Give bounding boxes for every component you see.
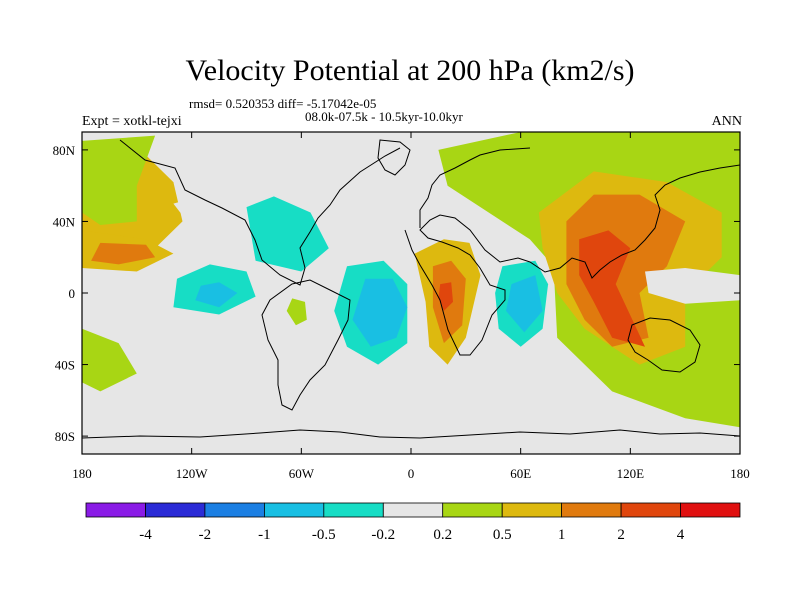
x-tick-label: 60W [289, 466, 315, 481]
contour-region-asia-australia-core [566, 194, 686, 347]
subtitle-label: 08.0k-07.5k - 10.5kyr-10.0kyr [305, 109, 464, 124]
colorbar-level-label: 1 [558, 527, 566, 543]
colorbar-swatch [263, 502, 325, 518]
colorbar-level-label: -2 [199, 527, 212, 543]
y-tick-label: 80S [55, 429, 75, 444]
coastline-layer [82, 139, 740, 439]
colorbar-swatch [680, 502, 741, 518]
y-tick-label: 40S [55, 358, 75, 373]
colorbar-swatch [204, 502, 265, 518]
x-tick-label: 0 [408, 466, 415, 481]
colorbar-swatch [501, 502, 563, 518]
colorbar-level-label: -4 [139, 527, 152, 543]
colorbar-level-label: -0.5 [312, 527, 336, 543]
contour-region-north-pacific-low [82, 135, 156, 225]
contour-fill-layer [82, 132, 740, 428]
colorbar-swatch [85, 502, 146, 518]
contour-region-west-pacific-negative-tongue [645, 268, 740, 304]
x-tick-label: 120W [176, 466, 209, 481]
coastline-north-america [119, 139, 401, 286]
season-label: ANN [712, 114, 742, 129]
coastline-south-america [261, 279, 351, 411]
coastline-australia [627, 317, 701, 373]
contour-region-south-america-positive-island [286, 298, 307, 326]
colorbar-swatch [561, 502, 622, 518]
y-axis: 80N 40N 0 40S 80S [53, 143, 740, 444]
stats-label: rmsd= 0.520353 diff= -5.17042e-05 [189, 96, 376, 111]
contour-region-south-pacific-positive [82, 328, 137, 392]
x-tick-label: 60E [510, 466, 531, 481]
coastline-antarctica [82, 429, 740, 439]
colorbar-level-label: 0.5 [493, 527, 512, 543]
contour-region-africa-inner [438, 282, 453, 311]
colorbar-level-label: 0.2 [433, 527, 452, 543]
coastline-africa-eurasia [404, 164, 740, 356]
coastline-europe [419, 147, 531, 228]
contour-region-central-pacific-core [91, 242, 156, 265]
y-tick-label: 40N [53, 214, 76, 229]
x-tick-label: 180 [72, 466, 92, 481]
colorbar-level-label: -1 [258, 527, 271, 543]
experiment-label: Expt = xotkl-tejxi [82, 114, 182, 129]
colorbar-swatch [382, 502, 444, 518]
contour-region-caribbean-inner [246, 196, 329, 272]
colorbar-swatch [442, 502, 503, 518]
contour-region-east-pacific-core [195, 282, 238, 308]
colorbar-level-label: 2 [617, 527, 625, 543]
colorbar-swatch [323, 502, 384, 518]
y-tick-label: 80N [53, 143, 76, 158]
x-axis: 180 120W 60W 0 60E 120E 180 [72, 132, 750, 481]
contour-region-indian-ocean-core [506, 275, 543, 333]
colorbar-level-label: 4 [677, 527, 685, 543]
colorbar-level-label: -0.2 [371, 527, 395, 543]
colorbar: -4 -2 -1 -0.5 -0.2 0.2 0.5 1 2 4 [85, 502, 741, 543]
contour-region-south-atlantic-core [352, 278, 408, 347]
contour-region-asia-australia-inner [579, 230, 645, 347]
colorbar-swatch [145, 502, 206, 518]
colorbar-swatch [620, 502, 681, 518]
y-tick-label: 0 [69, 286, 76, 301]
contour-region-americas-atlantic-negative [82, 178, 439, 428]
chart-title: Velocity Potential at 200 hPa (km2/s) [185, 54, 634, 87]
x-tick-label: 120E [617, 466, 645, 481]
x-tick-label: 180 [730, 466, 750, 481]
coastline-greenland [377, 139, 411, 176]
